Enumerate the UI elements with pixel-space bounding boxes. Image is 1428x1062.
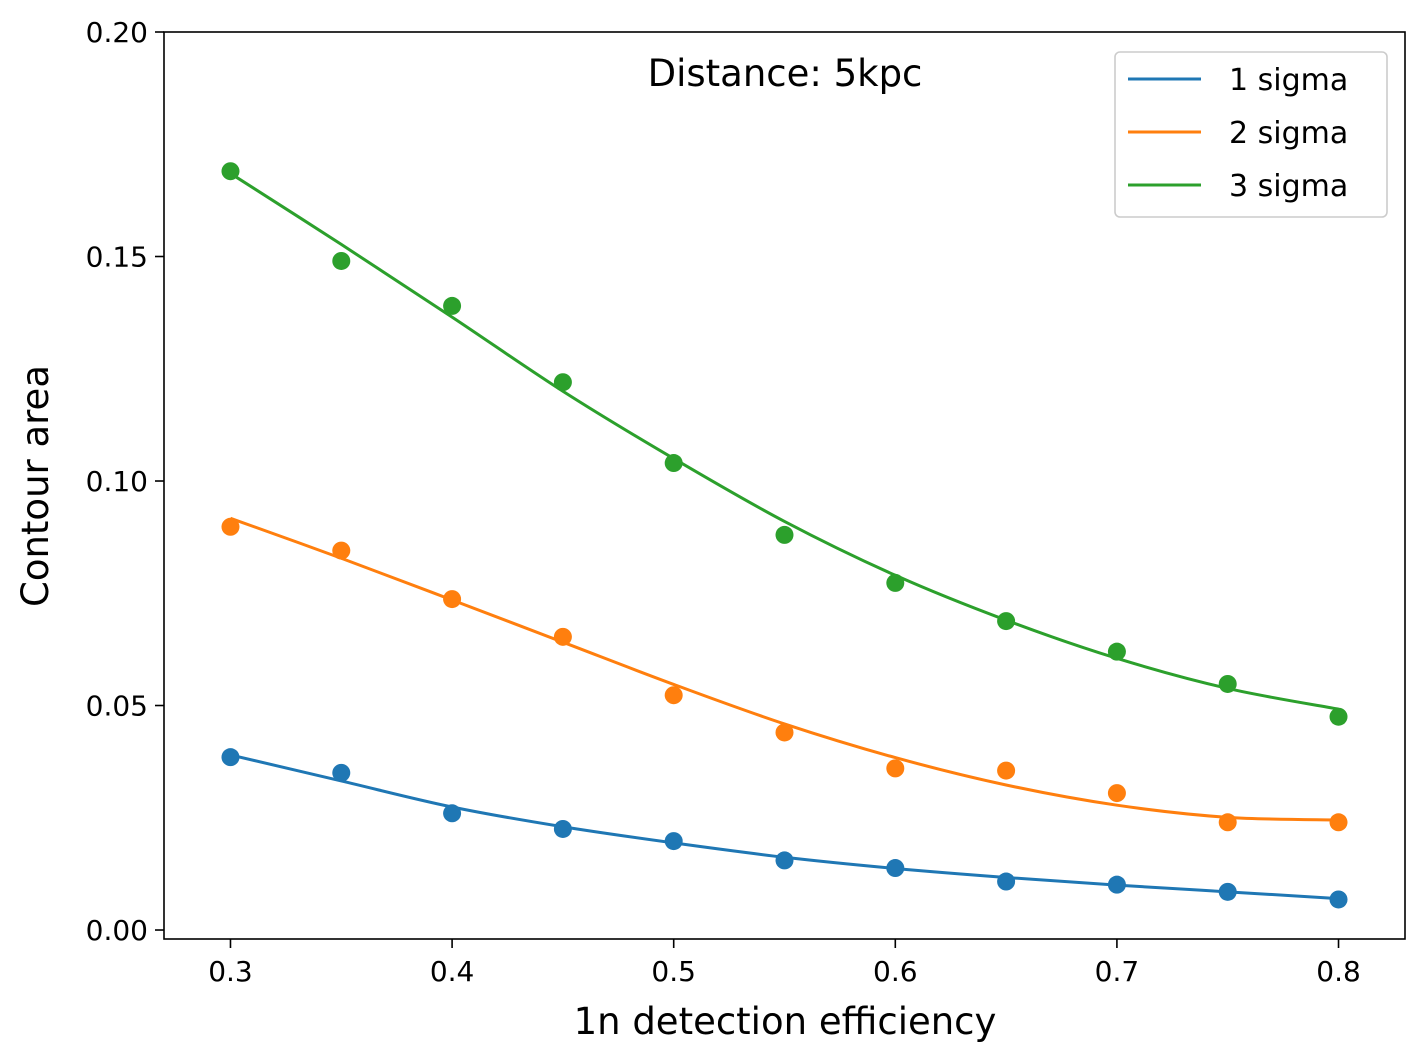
data-point-1-sigma bbox=[997, 872, 1016, 891]
data-point-1-sigma bbox=[553, 819, 572, 838]
x-tick-label: 0.5 bbox=[651, 955, 696, 988]
data-point-3-sigma bbox=[886, 573, 905, 592]
y-tick-label: 0.05 bbox=[86, 690, 148, 723]
x-axis-label: 1n detection efficiency bbox=[574, 1000, 997, 1043]
chart-title: Distance: 5kpc bbox=[648, 52, 923, 95]
data-point-2-sigma bbox=[443, 590, 462, 609]
legend-frame bbox=[1114, 51, 1388, 218]
data-point-1-sigma bbox=[1329, 890, 1348, 909]
x-tick-label: 0.8 bbox=[1316, 955, 1361, 988]
x-tick-label: 0.6 bbox=[873, 955, 918, 988]
fit-line-3-sigma bbox=[229, 172, 1339, 711]
data-point-3-sigma bbox=[1107, 642, 1126, 661]
data-point-1-sigma bbox=[332, 763, 351, 782]
plot-frame bbox=[163, 31, 1406, 940]
y-axis-label: Contour area bbox=[14, 365, 57, 607]
data-point-3-sigma bbox=[997, 612, 1016, 631]
data-point-2-sigma bbox=[997, 761, 1016, 780]
x-tick-label: 0.3 bbox=[208, 955, 253, 988]
data-point-1-sigma bbox=[1107, 875, 1126, 894]
data-point-1-sigma bbox=[775, 851, 794, 870]
data-point-2-sigma bbox=[1218, 813, 1237, 832]
data-point-2-sigma bbox=[1107, 784, 1126, 803]
series-2-sigma bbox=[221, 516, 1348, 832]
series-layer bbox=[221, 162, 1348, 909]
y-tick-label: 0.10 bbox=[86, 465, 148, 498]
data-point-2-sigma bbox=[221, 517, 240, 536]
series-3-sigma bbox=[221, 162, 1348, 726]
legend-label: 3 sigma bbox=[1229, 169, 1348, 204]
data-point-3-sigma bbox=[775, 525, 794, 544]
data-point-2-sigma bbox=[775, 723, 794, 742]
data-point-1-sigma bbox=[1218, 882, 1237, 901]
data-point-3-sigma bbox=[1218, 674, 1237, 693]
y-tick-label: 0.20 bbox=[86, 16, 148, 49]
data-point-2-sigma bbox=[664, 686, 683, 705]
data-point-3-sigma bbox=[664, 454, 683, 473]
y-tick-label: 0.15 bbox=[86, 241, 148, 274]
data-point-3-sigma bbox=[221, 162, 240, 181]
data-point-3-sigma bbox=[1329, 707, 1348, 726]
data-point-1-sigma bbox=[443, 804, 462, 823]
data-point-1-sigma bbox=[221, 748, 240, 767]
series-1-sigma bbox=[221, 748, 1348, 909]
data-point-1-sigma bbox=[664, 832, 683, 851]
x-tick-label: 0.4 bbox=[430, 955, 475, 988]
axis-ticks: 0.3 0.4 0.5 0.6 0.7 0.8 0.00 0.05 0.10 0.15 0.20 bbox=[86, 16, 1361, 988]
data-point-2-sigma bbox=[886, 759, 905, 778]
data-point-3-sigma bbox=[553, 373, 572, 392]
data-point-2-sigma bbox=[1329, 813, 1348, 832]
data-point-2-sigma bbox=[332, 541, 351, 560]
legend-label: 1 sigma bbox=[1229, 63, 1348, 98]
y-tick-label: 0.00 bbox=[86, 914, 148, 947]
data-point-3-sigma bbox=[443, 296, 462, 315]
data-point-1-sigma bbox=[886, 859, 905, 878]
legend-label: 2 sigma bbox=[1229, 116, 1348, 151]
data-point-2-sigma bbox=[553, 627, 572, 646]
legend: 1 sigma 2 sigma 3 sigma bbox=[1114, 51, 1388, 218]
x-tick-label: 0.7 bbox=[1095, 955, 1140, 988]
data-point-3-sigma bbox=[332, 251, 351, 270]
